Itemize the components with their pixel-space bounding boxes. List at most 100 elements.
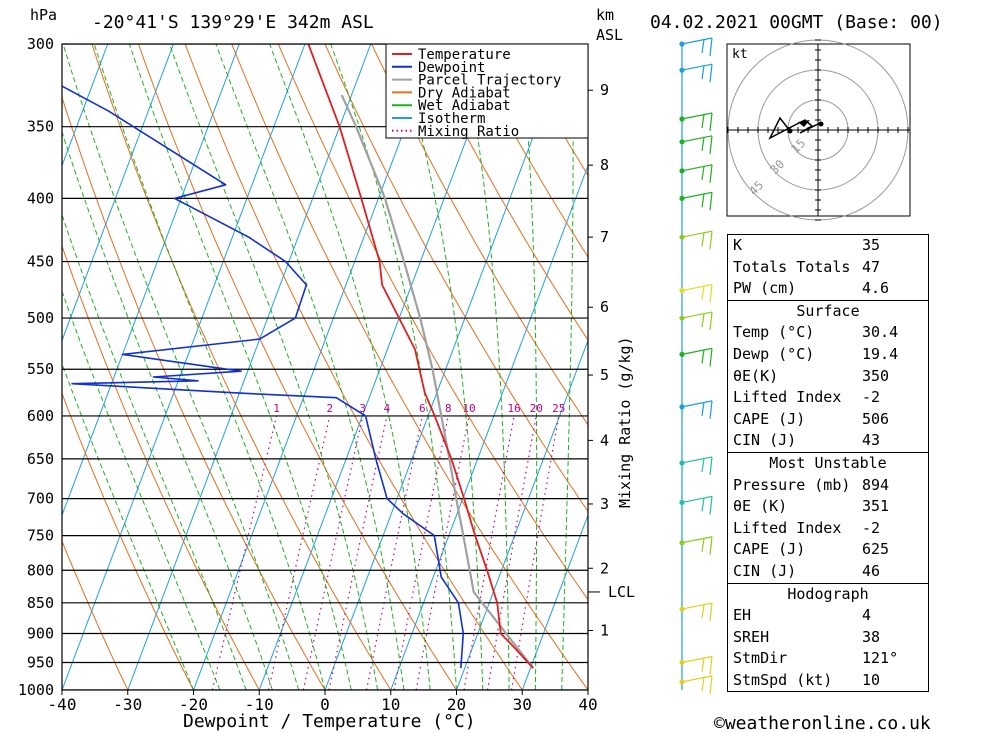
stat-row: StmSpd (kt) 10 [728, 670, 928, 692]
wet-adiabat [269, 44, 431, 690]
stat-label: StmDir [733, 649, 788, 668]
stat-row: SREH 38 [728, 627, 928, 649]
stat-value: 121° [862, 649, 899, 668]
stat-value: 350 [862, 366, 890, 385]
pressure-tick-label: 500 [27, 309, 54, 327]
stat-value: 625 [862, 540, 890, 559]
wind-barb-staff [681, 495, 713, 504]
stat-row: EH 4 [728, 605, 928, 627]
pressure-tick-label: 900 [27, 624, 54, 642]
stat-row: θE (K) 351 [728, 496, 928, 518]
hodograph-storm-marker [798, 120, 810, 127]
stat-row: CIN (J) 46 [728, 561, 928, 583]
stat-value: 19.4 [862, 344, 899, 363]
dry-adiabat [231, 44, 588, 690]
mixing-ratio-label: 6 [419, 402, 426, 415]
legend-entry: Isotherm [418, 111, 485, 127]
pressure-tick-label: 450 [27, 253, 54, 271]
wind-barb-flag [709, 656, 713, 675]
mixing-ratio-label: 1 [273, 402, 280, 415]
mixing-ratio-line [393, 415, 449, 690]
isotherm-line [456, 338, 588, 690]
credit-text: ©weatheronline.co.uk [714, 713, 931, 733]
km-tick-label: 4 [600, 431, 609, 449]
pressure-tick-label: 750 [27, 527, 54, 545]
x-tick-label: -20 [179, 695, 208, 714]
pressure-tick-label: 550 [27, 360, 54, 378]
legend-entry: Mixing Ratio [418, 124, 519, 140]
isotherm-line [193, 44, 437, 690]
stat-value: 351 [862, 497, 890, 516]
stat-label: K [733, 236, 743, 254]
wind-barb-staff [681, 602, 713, 610]
wind-barb-flag [709, 675, 713, 694]
wind-barb-flag [701, 313, 705, 328]
surface-header: Surface [796, 301, 860, 320]
pressure-tick-label: 1000 [18, 681, 54, 699]
wind-barb-flag [709, 164, 713, 183]
mixing-ratio-label: 16 [507, 402, 520, 415]
mixing-ratio-line [302, 415, 364, 690]
x-tick-label: 20 [447, 695, 466, 714]
stat-label: Temp (°C) [733, 323, 815, 342]
legend-entry: Wet Adiabat [418, 98, 511, 114]
stat-value: 10 [862, 670, 881, 689]
hpa-unit-label: hPa [30, 6, 57, 24]
stat-label: CAPE (J) [733, 540, 806, 559]
dry-adiabat [62, 95, 326, 690]
stat-row: CIN (J) 43 [728, 430, 928, 452]
stat-value: 38 [862, 627, 881, 646]
wind-barb-flag [701, 166, 705, 180]
stat-row: Temp (°C) 30.4 [728, 322, 928, 344]
isotherm-line [62, 44, 109, 168]
stat-label: Pressure (mb) [733, 475, 851, 494]
stat-value: 35 [862, 236, 881, 254]
wet-adiabat [520, 44, 538, 690]
x-axis-label: Dewpoint / Temperature (°C) [183, 711, 476, 732]
location-title: -20°41'S 139°29'E 342m ASL [92, 12, 374, 33]
x-tick-label: -10 [245, 695, 274, 714]
wind-barb-flag [709, 536, 713, 555]
pressure-tick-label: 350 [27, 118, 54, 136]
stat-value: 4.6 [862, 279, 890, 298]
legend-entry: Dry Adiabat [418, 85, 511, 101]
km-tick-label: 1 [600, 621, 609, 639]
legend-entry: Temperature [418, 47, 511, 63]
wind-barb-flag [709, 284, 713, 303]
stat-row: PW (cm) 4.6 [728, 278, 928, 300]
wind-barb-flag [709, 312, 713, 331]
stat-value: 43 [862, 431, 881, 450]
wind-barb-flag [701, 285, 705, 300]
parcel-trajectory-line [340, 94, 534, 669]
dewpoint-line [62, 85, 465, 669]
dry-adiabat [62, 539, 129, 690]
wind-barb-dot [679, 659, 685, 666]
x-tick-label: 10 [381, 695, 400, 714]
wind-barb-staff [681, 400, 713, 408]
mixing-ratio-label: 4 [384, 402, 391, 415]
stat-label: CIN (J) [733, 431, 797, 450]
stat-value: 46 [862, 561, 881, 580]
hodograph-header: Hodograph [787, 584, 869, 603]
wind-barb-flag [701, 677, 705, 691]
stat-label: EH [733, 606, 752, 625]
lcl-label: LCL [608, 583, 635, 601]
temperature-line [307, 44, 534, 669]
legend-entry: Parcel Trajectory [418, 73, 561, 89]
asl-unit-label: ASL [596, 26, 623, 44]
wind-barb-staff [681, 191, 713, 199]
stat-row: Totals Totals 47 [728, 257, 928, 279]
stat-label: Dewp (°C) [733, 344, 815, 363]
stat-label: PW (cm) [733, 279, 797, 298]
wind-barb-flag [709, 348, 713, 367]
mixing-ratio-line [268, 415, 331, 690]
wind-barb-staff [681, 112, 713, 120]
stat-row: CAPE (J) 625 [728, 539, 928, 561]
wet-adiabat [169, 44, 379, 690]
dry-adiabat [417, 44, 588, 342]
dry-adiabat [464, 44, 588, 258]
pressure-tick-label: 400 [27, 189, 54, 207]
legend-entry: Dewpoint [418, 60, 485, 76]
